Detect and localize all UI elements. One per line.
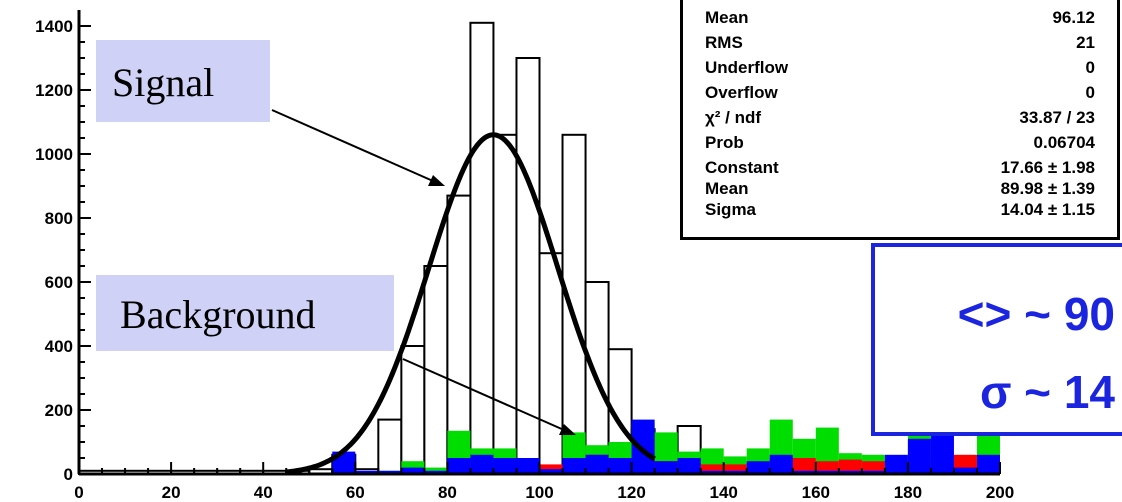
stats-row: Mean 89.98 ± 1.39 bbox=[705, 179, 1095, 200]
x-tick-label: 0 bbox=[74, 483, 83, 502]
stats-value: 21 bbox=[1076, 33, 1095, 52]
histogram-bar bbox=[492, 133, 518, 476]
stats-row: Constant 17.66 ± 1.98 bbox=[705, 158, 1095, 179]
histogram-bar bbox=[493, 458, 517, 474]
background-arrow bbox=[402, 358, 565, 431]
histogram-bar bbox=[792, 470, 816, 474]
histogram-bar bbox=[723, 470, 747, 474]
stats-row: Mean 96.12 bbox=[705, 8, 1095, 29]
x-tick-label: 20 bbox=[162, 483, 181, 502]
stats-key: Sigma bbox=[705, 200, 757, 219]
stats-key: Constant bbox=[705, 158, 779, 177]
histogram-bar bbox=[654, 461, 678, 474]
x-tick-label: 200 bbox=[986, 483, 1014, 502]
histogram-bar bbox=[838, 459, 862, 474]
stats-value: 0 bbox=[1085, 83, 1095, 102]
histogram-bar bbox=[976, 454, 1000, 474]
stats-value: 17.66 ± 1.98 bbox=[1000, 158, 1095, 177]
histogram-bar bbox=[677, 458, 701, 474]
histogram-bar bbox=[953, 467, 977, 474]
background-label: Background bbox=[120, 292, 316, 337]
stats-value: 0.06704 bbox=[1033, 133, 1095, 152]
histogram-bar bbox=[539, 469, 563, 474]
histogram-bar bbox=[631, 419, 655, 474]
signal-label: Signal bbox=[112, 60, 215, 105]
histogram-bar bbox=[792, 458, 816, 474]
histogram-bar bbox=[723, 464, 747, 474]
histogram-bar bbox=[355, 470, 379, 474]
stats-key: Overflow bbox=[705, 83, 778, 102]
stats-box: Mean 96.12 RMS 21 Underflow 0 Overflow 0 χ² … bbox=[680, 0, 1120, 240]
histogram-bar bbox=[377, 418, 403, 476]
histogram-bar bbox=[861, 470, 885, 474]
histogram-bar bbox=[700, 464, 724, 474]
signal-arrow bbox=[271, 109, 434, 182]
y-tick-label: 0 bbox=[64, 465, 73, 484]
y-tick-label: 800 bbox=[45, 209, 73, 228]
histogram-bar bbox=[470, 454, 494, 474]
stats-value: 0 bbox=[1085, 58, 1095, 77]
stats-value: 33.87 / 23 bbox=[1019, 108, 1095, 127]
stats-row: Prob 0.06704 bbox=[705, 133, 1095, 154]
stats-value: 96.12 bbox=[1052, 8, 1095, 27]
x-tick-label: 80 bbox=[438, 483, 457, 502]
histogram-bar bbox=[815, 470, 839, 474]
histogram-bar bbox=[907, 438, 931, 474]
signal-label-box: Signal bbox=[96, 40, 270, 122]
stats-value: 14.04 ± 1.15 bbox=[1000, 200, 1095, 219]
histogram-bar bbox=[700, 470, 724, 474]
x-tick-label: 160 bbox=[802, 483, 830, 502]
x-tick-label: 40 bbox=[254, 483, 273, 502]
stats-key: RMS bbox=[705, 33, 743, 52]
stats-key: Prob bbox=[705, 133, 744, 152]
histogram-bar bbox=[561, 133, 587, 476]
histogram-bar bbox=[469, 21, 495, 476]
histogram-bar bbox=[746, 461, 770, 474]
x-tick-label: 100 bbox=[525, 483, 553, 502]
stats-key: χ² / ndf bbox=[705, 108, 762, 127]
stats-key: Mean bbox=[705, 179, 749, 198]
result-sigma: σ ~ 14 bbox=[979, 366, 1115, 418]
histogram-bar bbox=[838, 470, 862, 474]
signal-arrowhead bbox=[428, 175, 445, 186]
stats-key: Underflow bbox=[705, 58, 789, 77]
y-tick-label: 1400 bbox=[35, 17, 73, 36]
histogram-bar bbox=[562, 458, 586, 474]
gaussian-fit-curve bbox=[285, 132, 656, 475]
stats-row: RMS 21 bbox=[705, 33, 1095, 54]
histogram-bar bbox=[884, 454, 908, 474]
background-label-box: Background bbox=[96, 275, 394, 351]
y-tick-label: 400 bbox=[45, 337, 73, 356]
stats-row: Underflow 0 bbox=[705, 58, 1095, 79]
histogram-bar bbox=[378, 470, 402, 474]
background-arrowhead bbox=[559, 424, 576, 435]
fit-result-box: <> ~ 90 σ ~ 14 bbox=[871, 243, 1122, 436]
x-tick-label: 140 bbox=[710, 483, 738, 502]
x-tick-label: 180 bbox=[894, 483, 922, 502]
stats-row: Sigma 14.04 ± 1.15 bbox=[705, 200, 1095, 221]
stats-value: 89.98 ± 1.39 bbox=[1000, 179, 1095, 198]
x-tick-label: 120 bbox=[617, 483, 645, 502]
histogram-bar bbox=[401, 467, 425, 474]
histogram-bar bbox=[608, 458, 632, 474]
histogram-bar bbox=[769, 454, 793, 474]
y-tick-label: 200 bbox=[45, 401, 73, 420]
stats-row: Overflow 0 bbox=[705, 83, 1095, 104]
histogram-bar bbox=[516, 458, 540, 474]
y-tick-label: 1000 bbox=[35, 145, 73, 164]
stats-row: χ² / ndf 33.87 / 23 bbox=[705, 108, 1095, 129]
histogram-bar bbox=[447, 458, 471, 474]
stats-key: Mean bbox=[705, 8, 749, 27]
y-tick-label: 1200 bbox=[35, 81, 73, 100]
result-mean: <> ~ 90 bbox=[957, 288, 1115, 340]
histogram-bar bbox=[424, 470, 448, 474]
histogram-bar bbox=[538, 252, 564, 475]
x-tick-label: 60 bbox=[346, 483, 365, 502]
histogram-bar bbox=[585, 454, 609, 474]
histogram-bar bbox=[400, 345, 426, 475]
y-tick-label: 600 bbox=[45, 273, 73, 292]
